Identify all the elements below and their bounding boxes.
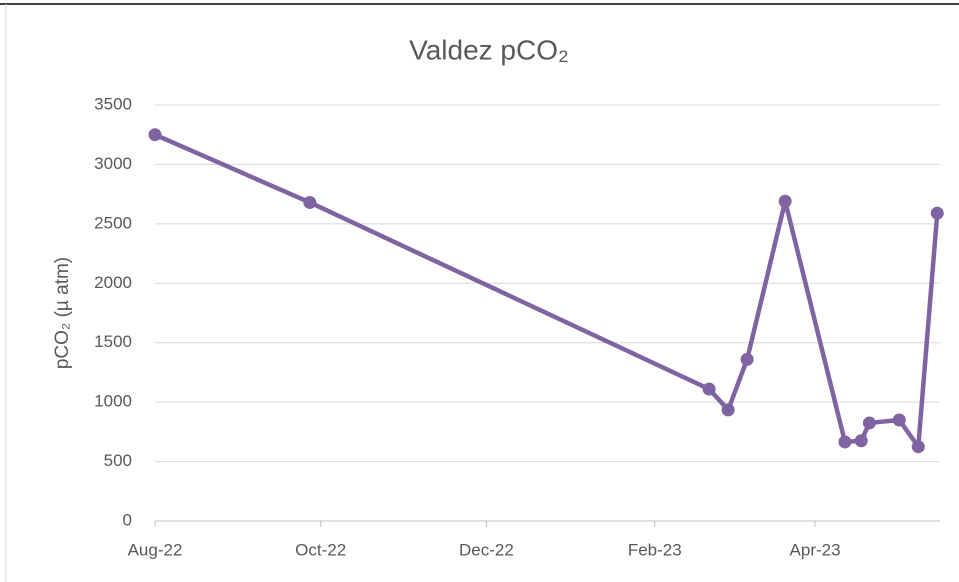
data-point bbox=[778, 194, 792, 208]
x-tick-label: Aug-22 bbox=[128, 540, 183, 559]
y-tick-label: 500 bbox=[104, 451, 132, 470]
data-point bbox=[930, 206, 944, 220]
data-point bbox=[911, 440, 925, 454]
y-tick-label: 1000 bbox=[94, 392, 132, 411]
x-tick-label: Feb-23 bbox=[628, 540, 682, 559]
data-point bbox=[892, 413, 906, 427]
data-point bbox=[148, 128, 162, 142]
y-tick-label: 0 bbox=[123, 510, 132, 529]
y-tick-label: 1500 bbox=[94, 332, 132, 351]
x-tick-label: Oct-22 bbox=[295, 540, 346, 559]
y-tick-label: 2000 bbox=[94, 273, 132, 292]
data-point bbox=[702, 382, 716, 396]
y-tick-label: 2500 bbox=[94, 213, 132, 232]
data-point bbox=[838, 435, 852, 449]
y-axis-label: pCO₂ (µ atm) bbox=[52, 257, 73, 369]
y-tick-label: 3500 bbox=[94, 94, 132, 113]
x-tick-label: Dec-22 bbox=[459, 540, 514, 559]
chart-title: Valdez pCO₂ bbox=[409, 34, 569, 65]
x-tick-label: Apr-23 bbox=[790, 540, 841, 559]
data-point bbox=[854, 434, 868, 448]
data-point bbox=[303, 195, 317, 209]
data-point bbox=[862, 416, 876, 430]
data-point bbox=[721, 403, 735, 417]
y-tick-label: 3000 bbox=[94, 154, 132, 173]
data-point bbox=[740, 352, 754, 366]
